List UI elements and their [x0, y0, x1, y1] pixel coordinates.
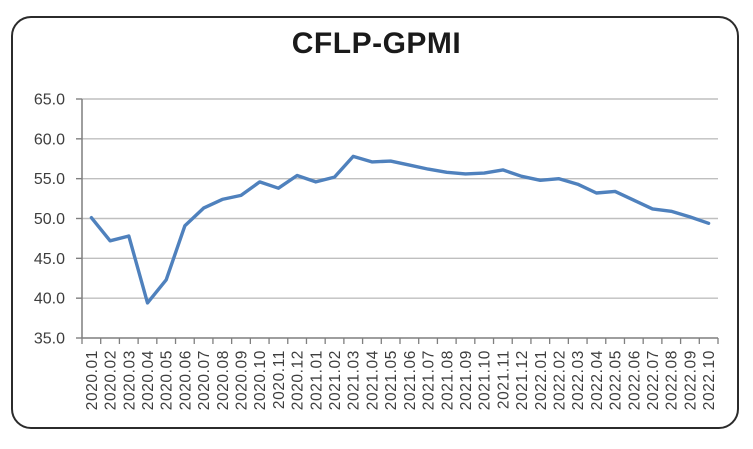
x-axis-label: 2021.08 — [439, 350, 456, 410]
x-axis-label: 2021.07 — [421, 350, 438, 410]
x-axis-label: 2022.07 — [645, 350, 662, 410]
x-axis-label: 2021.09 — [458, 350, 475, 410]
x-axis-label: 2022.09 — [682, 350, 699, 410]
x-axis-label: 2020.05 — [159, 350, 176, 410]
x-axis-label: 2021.10 — [477, 350, 494, 410]
x-axis-label: 2021.01 — [308, 350, 325, 410]
x-axis-label: 2020.10 — [252, 350, 269, 410]
x-axis-label: 2020.06 — [177, 350, 194, 410]
x-axis-label: 2020.03 — [121, 350, 138, 410]
x-axis-label: 2021.11 — [495, 350, 512, 409]
y-axis-label: 65.0 — [34, 92, 65, 109]
x-axis-label: 2020.11 — [271, 350, 288, 409]
x-axis-label: 2021.06 — [402, 350, 419, 410]
chart-title: CFLP-GPMI — [291, 27, 462, 60]
x-axis-label: 2020.12 — [290, 350, 307, 410]
x-axis-label: 2021.12 — [514, 350, 531, 410]
x-axis-label: 2022.06 — [626, 350, 643, 410]
x-axis-label: 2022.02 — [552, 350, 569, 410]
x-axis-label: 2022.03 — [570, 350, 587, 410]
x-axis-label: 2020.02 — [103, 350, 120, 410]
x-axis-label: 2022.08 — [664, 350, 681, 410]
x-axis-label: 2021.04 — [364, 350, 381, 410]
y-axis-label: 60.0 — [34, 131, 65, 148]
y-axis-label: 35.0 — [34, 331, 65, 348]
y-axis-label: 45.0 — [34, 251, 65, 268]
x-axis-label: 2020.01 — [84, 350, 101, 410]
chart-frame — [11, 16, 739, 429]
x-axis-label: 2021.03 — [346, 350, 363, 410]
x-axis-label: 2021.02 — [327, 350, 344, 410]
x-axis-label: 2020.09 — [234, 350, 251, 410]
x-axis-label: 2022.10 — [701, 350, 718, 410]
x-axis-label: 2022.04 — [589, 350, 606, 410]
y-axis-label: 40.0 — [34, 291, 65, 308]
x-axis-label: 2022.05 — [608, 350, 625, 410]
series-line — [89, 154, 711, 305]
x-axis-label: 2022.01 — [533, 350, 550, 410]
x-axis-label: 2020.04 — [140, 350, 157, 410]
x-axis-label: 2020.08 — [215, 350, 232, 410]
x-axis-label: 2021.05 — [383, 350, 400, 410]
x-axis-label: 2020.07 — [196, 350, 213, 410]
y-axis-label: 50.0 — [34, 211, 65, 228]
y-axis-label: 55.0 — [34, 171, 65, 188]
